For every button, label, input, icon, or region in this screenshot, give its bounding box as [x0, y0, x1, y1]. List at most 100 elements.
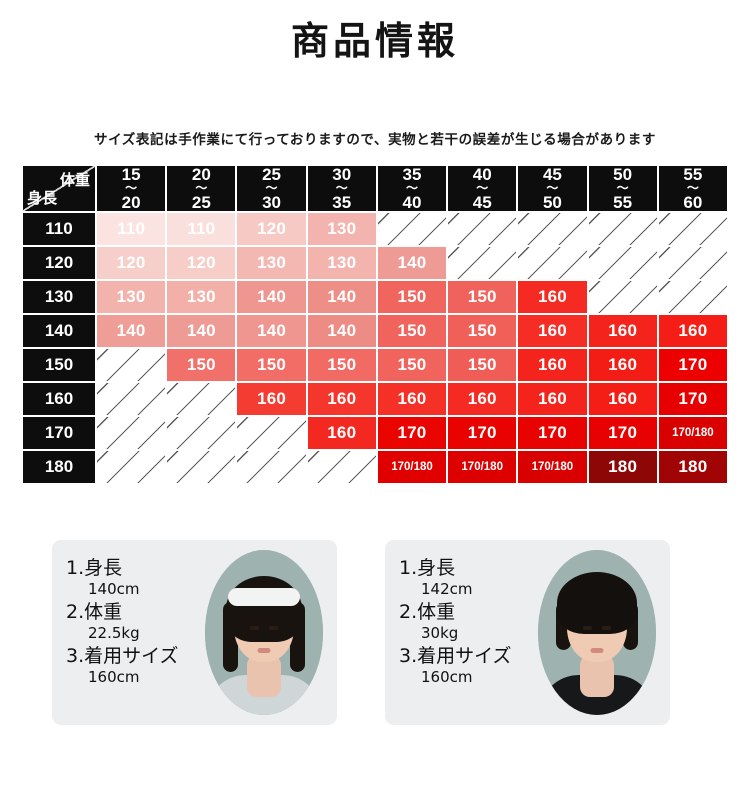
model-card: 1.身長 140cm 2.体重 22.5kg 3.着用サイズ 160cm [52, 540, 337, 725]
size-chart-cell: 150 [448, 280, 517, 313]
size-chart-cell: 120 [237, 212, 306, 245]
figure-eye-left [250, 626, 259, 630]
weight-range-high: 20 [121, 192, 141, 212]
size-chart-empty-cell [97, 348, 166, 381]
size-chart-cell: 170 [658, 348, 727, 381]
size-chart-cell: 160 [518, 314, 587, 347]
size-chart-empty-cell [97, 450, 166, 483]
weight-range-low: 35 [402, 165, 422, 184]
weight-range-low: 55 [683, 165, 703, 184]
size-chart-cell: 150 [377, 314, 447, 347]
model-weight-value: 30kg [421, 624, 459, 643]
model-figure-illustration [538, 550, 656, 715]
height-row-header: 180 [23, 450, 95, 483]
size-chart-cell: 140 [307, 314, 376, 347]
size-chart-empty-cell [97, 382, 166, 415]
size-chart-cell: 150 [377, 280, 447, 313]
size-chart-cell: 150 [167, 348, 236, 381]
weight-column-header: 55 〜 60 [658, 165, 727, 211]
weight-range-high: 55 [613, 192, 633, 212]
size-chart-cell: 160 [237, 382, 306, 415]
size-chart-cell: 160 [518, 280, 587, 313]
weight-range-low: 30 [332, 165, 352, 184]
size-chart-empty-cell [97, 416, 166, 449]
weight-range-low: 45 [542, 165, 562, 184]
size-chart-cell: 140 [237, 314, 306, 347]
height-row-header: 120 [23, 246, 95, 279]
model-height-value: 142cm [421, 580, 473, 599]
size-chart-cell: 140 [307, 280, 376, 313]
model-spec-list: 1.身長 142cm 2.体重 30kg 3.着用サイズ 160cm [399, 556, 512, 687]
weight-range-low: 15 [121, 165, 141, 184]
size-chart-body: 110 110 110 120 130 120 120 120 130 130 140 130 130 1… [23, 212, 727, 483]
size-chart-cell: 120 [97, 246, 166, 279]
height-row-header: 110 [23, 212, 95, 245]
size-chart-empty-cell [167, 450, 236, 483]
model-figure-illustration [205, 550, 323, 715]
weight-range-high: 40 [402, 192, 422, 212]
height-row-header: 160 [23, 382, 95, 415]
weight-range-high: 25 [191, 192, 211, 212]
model-size-value: 160cm [88, 667, 140, 686]
model-spec-list: 1.身長 140cm 2.体重 22.5kg 3.着用サイズ 160cm [66, 556, 179, 687]
weight-range-low: 20 [191, 165, 211, 184]
weight-column-header: 20 〜 25 [167, 165, 236, 212]
weight-column-header: 45 〜 50 [518, 165, 587, 211]
height-row-header: 130 [23, 280, 95, 313]
size-disclaimer-note: サイズ表記は手作業にて行っておりますので、実物と若干の誤差が生じる場合があります [94, 132, 656, 148]
diagonal-divider-icon [23, 166, 95, 211]
size-chart-row: 170 160 170 170 170 170 170/180 [23, 416, 727, 449]
size-chart-cell: 150 [377, 348, 447, 381]
model-size-label: 3.着用サイズ [399, 644, 512, 667]
model-card: 1.身長 142cm 2.体重 30kg 3.着用サイズ 160cm [385, 540, 670, 725]
size-chart-cell: 150 [448, 348, 517, 381]
size-chart-header-row: 体重 身長 15 〜 20 20 〜 25 25 〜 30 30 〜 35 35 〜 40 40 〜 45 45 〜 5… [23, 166, 727, 211]
size-chart-header: 体重 身長 15 〜 20 20 〜 25 25 〜 30 30 〜 35 35 〜 40 40 〜 45 45 〜 5… [23, 166, 727, 211]
size-chart-cell: 170 [658, 382, 727, 415]
size-chart-cell: 160 [588, 382, 657, 415]
size-chart-cell: 180 [588, 450, 657, 483]
size-chart-cell: 170/180 [448, 450, 517, 483]
size-chart-empty-cell [518, 212, 587, 245]
size-chart-row: 180 170/180 170/180 170/180 180 180 [23, 450, 727, 483]
size-chart-cell: 130 [307, 212, 376, 245]
figure-neck [247, 655, 281, 697]
size-chart-cell: 110 [167, 212, 236, 245]
weight-range-tilde: 〜 [546, 181, 559, 196]
size-chart-empty-cell [588, 212, 657, 245]
height-row-header: 140 [23, 314, 95, 347]
weight-range-tilde: 〜 [125, 181, 138, 196]
model-size-value: 160cm [421, 667, 473, 686]
weight-range-high: 35 [332, 192, 352, 212]
size-chart-empty-cell [237, 416, 306, 449]
size-chart-cell: 150 [307, 348, 376, 381]
height-row-header: 170 [23, 416, 95, 449]
model-weight-label: 2.体重 [66, 600, 123, 623]
size-chart-cell: 160 [377, 382, 447, 415]
size-chart-empty-cell [237, 450, 306, 483]
size-chart-empty-cell [307, 450, 376, 483]
figure-eye-left [583, 626, 592, 630]
weight-range-tilde: 〜 [686, 181, 699, 196]
size-chart-cell: 130 [167, 280, 236, 313]
size-chart-cell: 160 [307, 416, 376, 449]
size-chart-row: 110 110 110 120 130 [23, 212, 727, 245]
weight-column-header: 15 〜 20 [97, 165, 166, 212]
size-chart-cell: 150 [237, 348, 306, 381]
size-chart-row: 150 150 150 150 150 150 160 160 170 [23, 348, 727, 381]
size-chart-cell: 110 [97, 212, 166, 245]
size-chart-cell: 130 [97, 280, 166, 313]
weight-range-low: 40 [472, 165, 492, 184]
size-chart-table: 体重 身長 15 〜 20 20 〜 25 25 〜 30 30 〜 35 35 〜 40 40 〜 45 45 〜 5… [21, 164, 729, 485]
height-row-header: 150 [23, 348, 95, 381]
weight-range-tilde: 〜 [476, 181, 489, 196]
figure-hair-top [557, 572, 637, 634]
size-chart-cell: 170/180 [658, 416, 727, 449]
size-chart-cell: 170/180 [377, 450, 447, 483]
model-height-value: 140cm [88, 580, 140, 599]
weight-range-tilde: 〜 [195, 181, 208, 196]
size-chart-cell: 160 [588, 348, 657, 381]
size-chart-cell: 120 [167, 246, 236, 279]
figure-mouth [257, 648, 271, 653]
